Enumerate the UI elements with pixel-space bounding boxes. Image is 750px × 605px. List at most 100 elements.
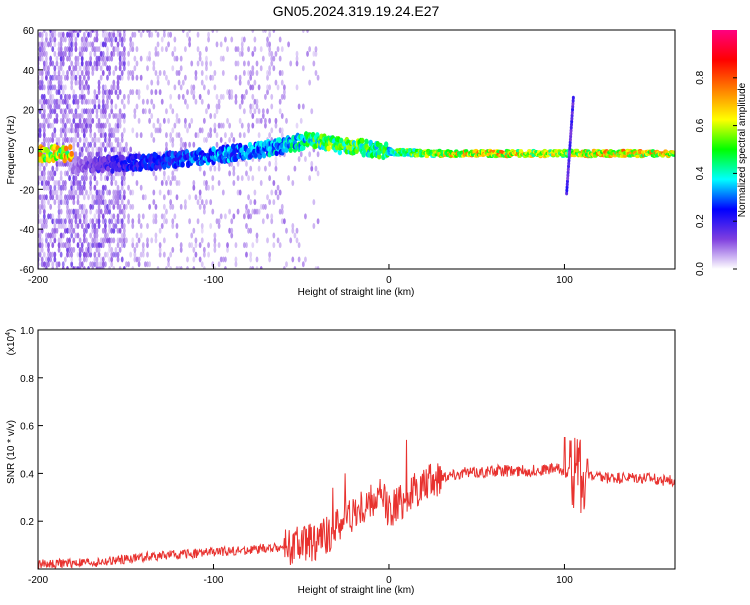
spectrogram-cell (242, 93, 246, 100)
spectrogram-cell (230, 227, 234, 234)
spectrogram-cell (234, 74, 238, 81)
spectrogram-cell (198, 127, 202, 134)
spectrogram-cell (112, 31, 116, 38)
spectrogram-cell (120, 237, 124, 244)
spectrogram-cell (314, 266, 318, 269)
spectrogram-cell (175, 70, 179, 77)
spectrogram-cell (179, 136, 183, 143)
spectrogram-cell (566, 170, 570, 175)
spectrogram-cell (316, 170, 320, 177)
spectrogram-cell (167, 31, 170, 38)
spectrogram-cell (93, 132, 97, 139)
spectrogram-cell (82, 227, 86, 234)
spectrogram-cell (139, 31, 143, 38)
spectrogram-cell (51, 227, 55, 234)
spectrogram-cell (249, 70, 253, 77)
spectrogram-cell (51, 46, 55, 53)
spectrogram-cell (91, 194, 95, 201)
spectrogram-cell (78, 84, 82, 91)
spectrogram-cell (87, 113, 90, 120)
spectrogram-cell (131, 222, 135, 229)
spectrogram-cell (80, 222, 84, 229)
spectrogram-cell (89, 208, 93, 215)
spectrogram-cell (97, 60, 101, 67)
spectrogram-cell (295, 122, 299, 129)
spectrogram-cell (266, 108, 269, 115)
spectrogram-cell (304, 156, 307, 163)
spectrogram-cell (211, 74, 215, 81)
spectrogram-cell (285, 261, 288, 268)
spectrogram-cell (80, 122, 84, 129)
spectrogram-cell (93, 237, 97, 244)
spectrogram-cell (110, 84, 114, 91)
spectrogram-cell (59, 93, 63, 100)
spectrogram-cell (99, 208, 103, 215)
spectrogram-cell (95, 194, 99, 201)
spectrogram-cell (95, 151, 99, 158)
spectrogram-cell (116, 46, 120, 53)
spectrogram-cell (154, 127, 158, 134)
spectrogram-cell (192, 266, 196, 269)
spectrogram-cell (108, 237, 111, 244)
spectrogram-cell (57, 203, 61, 210)
spectrogram-cell (106, 117, 109, 124)
spectrogram-cell (152, 213, 156, 220)
spectrogram-cell (38, 237, 42, 244)
spectrogram-cell (569, 122, 573, 127)
spectrogram-cell (175, 222, 179, 229)
spectrogram-cell (89, 251, 93, 258)
spectrogram-cell (110, 31, 114, 38)
spectrogram-cell (61, 98, 65, 105)
spectrogram-cell (101, 84, 105, 91)
spectrogram-cell (383, 141, 389, 148)
spectrogram-cell (114, 89, 118, 96)
spectrogram-cell (568, 143, 572, 148)
spectrogram-cell (114, 194, 118, 201)
spectrogram-cell (95, 30, 99, 33)
spectrogram-cell (190, 232, 194, 239)
spectrogram-cell (68, 93, 71, 100)
spectrogram-cell (184, 98, 187, 105)
spectrogram-cell (299, 151, 303, 158)
spectrogram-cell (76, 103, 80, 110)
spectrogram-cell (108, 93, 111, 100)
spectrogram-cell (101, 31, 105, 38)
spectrogram-cell (122, 208, 126, 215)
spectrogram-cell (108, 246, 111, 253)
snr-y-ticks: 0.20.40.60.81.0 (20, 326, 43, 528)
spectrogram-cell (127, 199, 130, 206)
spectrogram-cell (148, 203, 152, 210)
spectrogram-cell (68, 165, 71, 172)
spectrogram-cell (245, 170, 248, 177)
spectrogram-cell (236, 189, 240, 196)
spectrogram-cell (268, 160, 272, 167)
spectrogram-cell (116, 30, 120, 33)
spectrogram-cell (72, 113, 76, 120)
spectrogram-cell (76, 242, 80, 249)
spectrogram-cell (95, 46, 99, 53)
spectrogram-cell (87, 108, 90, 115)
spectrogram-cell (110, 199, 114, 206)
spectrogram-cell (57, 218, 61, 225)
spectrogram-cell (85, 60, 88, 67)
snr-multiplier: (x104) (5, 329, 17, 356)
spectrogram-cell (177, 179, 181, 186)
spectrogram-cell (106, 36, 109, 43)
spectrogram-cell (70, 256, 74, 263)
spectrogram-cell (141, 30, 145, 33)
spectrogram-cell (116, 184, 120, 191)
spectrogram-cell (116, 74, 120, 81)
spectrogram-cell (253, 79, 257, 86)
spectrogram-cells (38, 30, 675, 269)
spectrogram-cell (221, 93, 225, 100)
spectrogram-cell (40, 222, 44, 229)
spectrogram-cell (167, 189, 170, 196)
spectrogram-cell (165, 74, 168, 81)
spectrogram-cell (63, 222, 67, 229)
spectrogram-cell (141, 213, 145, 220)
spectrogram-cell (257, 108, 261, 115)
spectrogram-cell (51, 36, 55, 43)
spectrogram-cell (570, 119, 574, 124)
spectrogram-cell (103, 60, 107, 67)
spectrogram-cell (63, 84, 67, 91)
